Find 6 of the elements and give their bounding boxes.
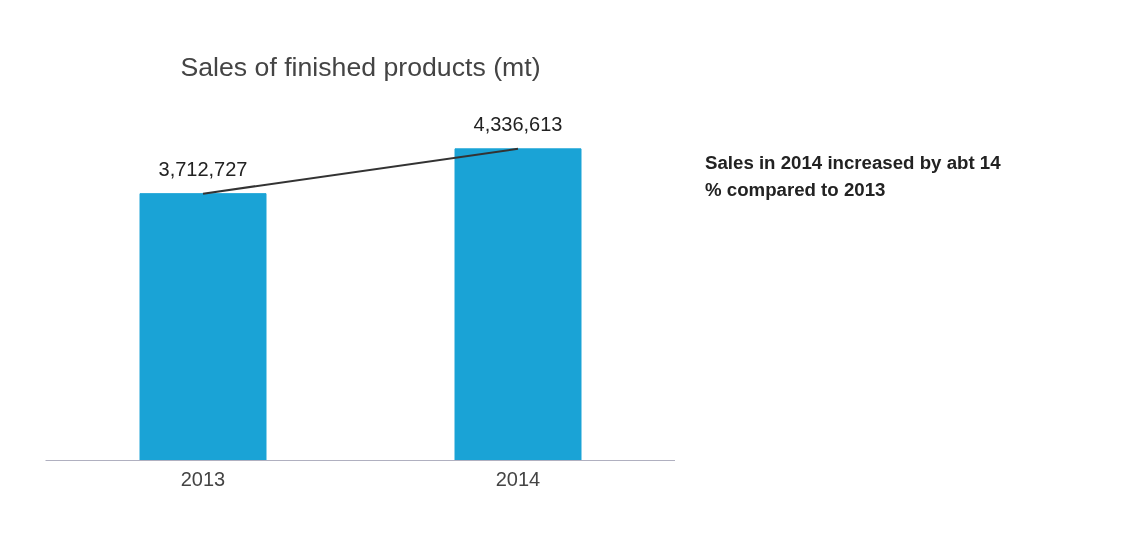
text: Sales in 2014 increased by abt 14 % compared to 2013 bbox=[705, 151, 1002, 202]
x-tick-label: 2013 bbox=[180, 467, 226, 490]
x-tick-label: 2014 bbox=[495, 467, 541, 490]
data-label: 4,336,613 bbox=[473, 112, 563, 135]
chart-title: Sales of finished products (mt) bbox=[180, 51, 541, 82]
data-label: 3,712,727 bbox=[158, 157, 248, 180]
